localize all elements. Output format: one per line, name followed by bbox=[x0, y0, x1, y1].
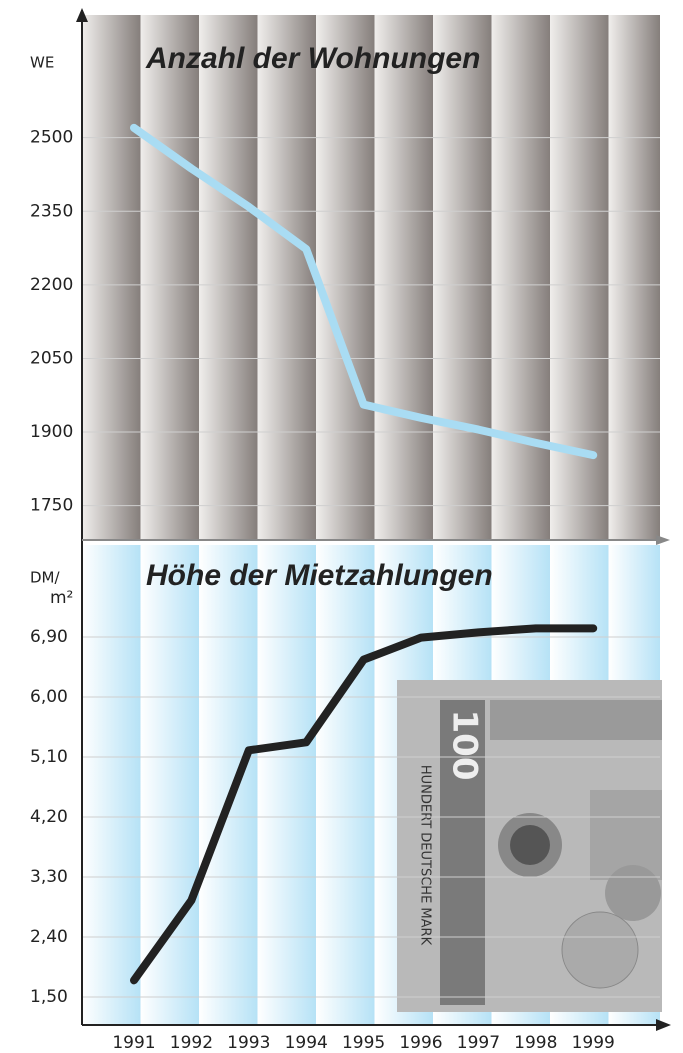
x-tick-label: 1991 bbox=[112, 1033, 155, 1053]
y-tick-label: 1750 bbox=[30, 496, 73, 516]
y-tick-label: 2350 bbox=[30, 201, 73, 221]
stripe bbox=[375, 15, 434, 540]
stripe bbox=[492, 15, 551, 540]
stripe bbox=[82, 545, 141, 1025]
stripe bbox=[258, 545, 317, 1025]
x-arrow bbox=[656, 535, 670, 545]
x-tick-label: 1998 bbox=[514, 1033, 557, 1053]
x-tick-label: 1996 bbox=[399, 1033, 442, 1053]
stripe bbox=[316, 545, 375, 1025]
stripe bbox=[433, 15, 492, 540]
y-unit: DM/ bbox=[30, 569, 60, 587]
x-tick-label: 1994 bbox=[285, 1033, 328, 1053]
y-tick-label: 2200 bbox=[30, 275, 73, 295]
chart: 100 HUNDERT DEUTSCHE MARK 1750 1900 2050 22… bbox=[0, 0, 683, 1053]
y-tick-label: 3,30 bbox=[30, 867, 68, 887]
chart-title: Anzahl der Wohnungen bbox=[145, 42, 480, 75]
stripe bbox=[550, 15, 609, 540]
y-tick-label: 2500 bbox=[30, 128, 73, 148]
y-unit: m² bbox=[50, 588, 73, 608]
banknote-text: HUNDERT DEUTSCHE MARK bbox=[418, 765, 433, 946]
stripe bbox=[199, 545, 258, 1025]
stripe bbox=[258, 15, 317, 540]
y-tick-label: 2050 bbox=[30, 348, 73, 368]
stripe bbox=[141, 15, 200, 540]
x-tick-label: 1993 bbox=[227, 1033, 270, 1053]
y-tick-label: 1,50 bbox=[30, 987, 68, 1007]
x-tick-label: 1997 bbox=[457, 1033, 500, 1053]
x-arrow bbox=[656, 1019, 671, 1031]
y-tick-label: 4,20 bbox=[30, 807, 68, 827]
stripe bbox=[316, 15, 375, 540]
banknote-image: 100 HUNDERT DEUTSCHE MARK bbox=[397, 680, 662, 1012]
y-tick-label: 6,90 bbox=[30, 627, 68, 647]
y-tick-label: 2,40 bbox=[30, 927, 68, 947]
x-tick-label: 1999 bbox=[572, 1033, 615, 1053]
y-tick-label: 5,10 bbox=[30, 747, 68, 767]
y-tick-label: 6,00 bbox=[30, 687, 68, 707]
x-tick-label: 1992 bbox=[170, 1033, 213, 1053]
x-tick-label: 1995 bbox=[342, 1033, 385, 1053]
chart-title: Höhe der Mietzahlungen bbox=[146, 559, 493, 592]
stripe bbox=[199, 15, 258, 540]
y-tick-label: 1900 bbox=[30, 422, 73, 442]
stripe bbox=[82, 15, 141, 540]
stripe bbox=[609, 15, 661, 540]
y-unit: WE bbox=[30, 54, 54, 72]
banknote-value: 100 bbox=[445, 710, 485, 781]
